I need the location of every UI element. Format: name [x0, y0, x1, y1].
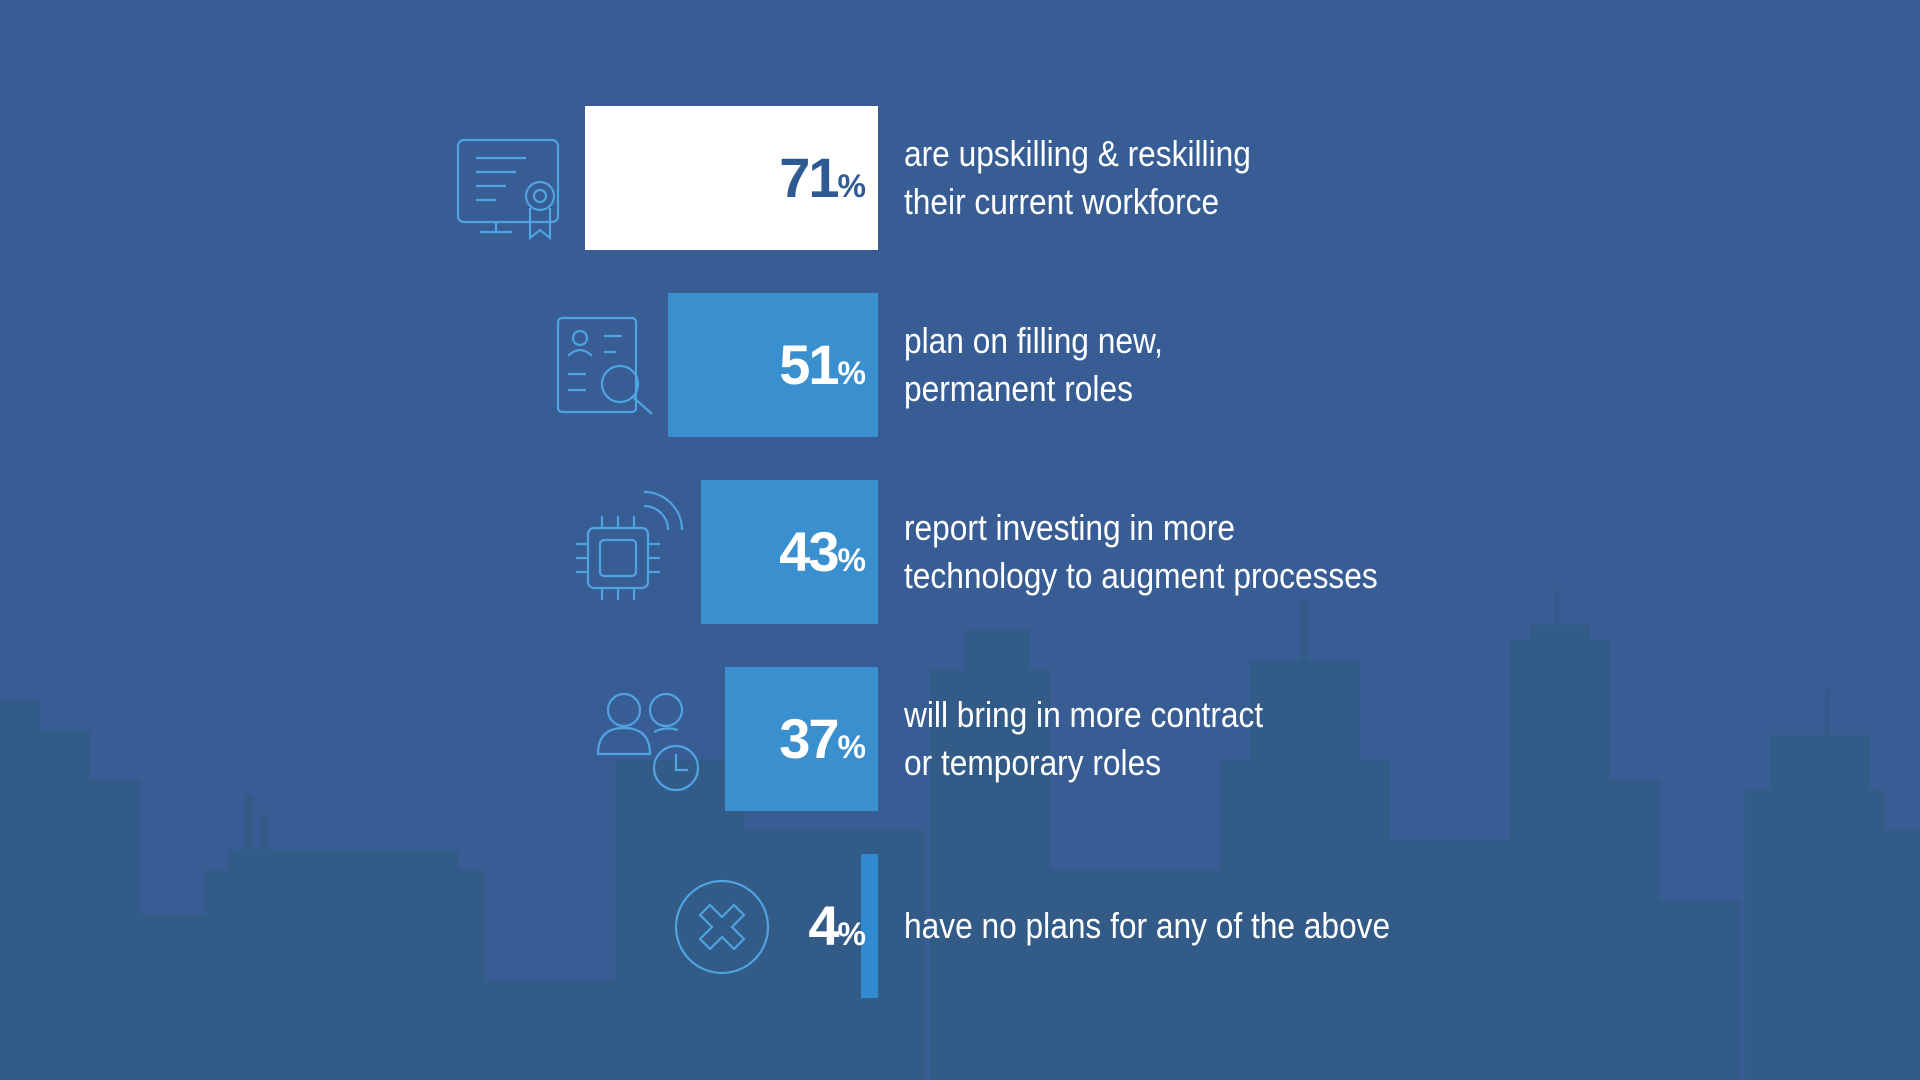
search-profile-icon	[556, 316, 653, 415]
no-plans-icon	[674, 879, 770, 975]
value-label: 43%	[779, 520, 866, 583]
people-clock-icon	[596, 692, 700, 792]
bar	[585, 106, 878, 250]
value-label: 71%	[779, 146, 866, 209]
category-label: plan on filling new, permanent roles	[904, 320, 1163, 409]
category-label: are upskilling & reskilling their curren…	[904, 133, 1251, 222]
category-label: report investing in more technology to a…	[904, 507, 1378, 596]
chip-icon	[576, 490, 684, 600]
bar	[725, 667, 878, 811]
category-label: have no plans for any of the above	[904, 905, 1391, 946]
bar	[861, 854, 878, 998]
value-label: 51%	[779, 333, 866, 396]
category-label: will bring in more contract or temporary…	[904, 694, 1264, 783]
bar	[700, 480, 878, 624]
value-label: 37%	[779, 707, 866, 770]
bar	[667, 293, 878, 437]
value-label: 4%	[808, 894, 866, 957]
certificate-icon	[456, 138, 560, 241]
